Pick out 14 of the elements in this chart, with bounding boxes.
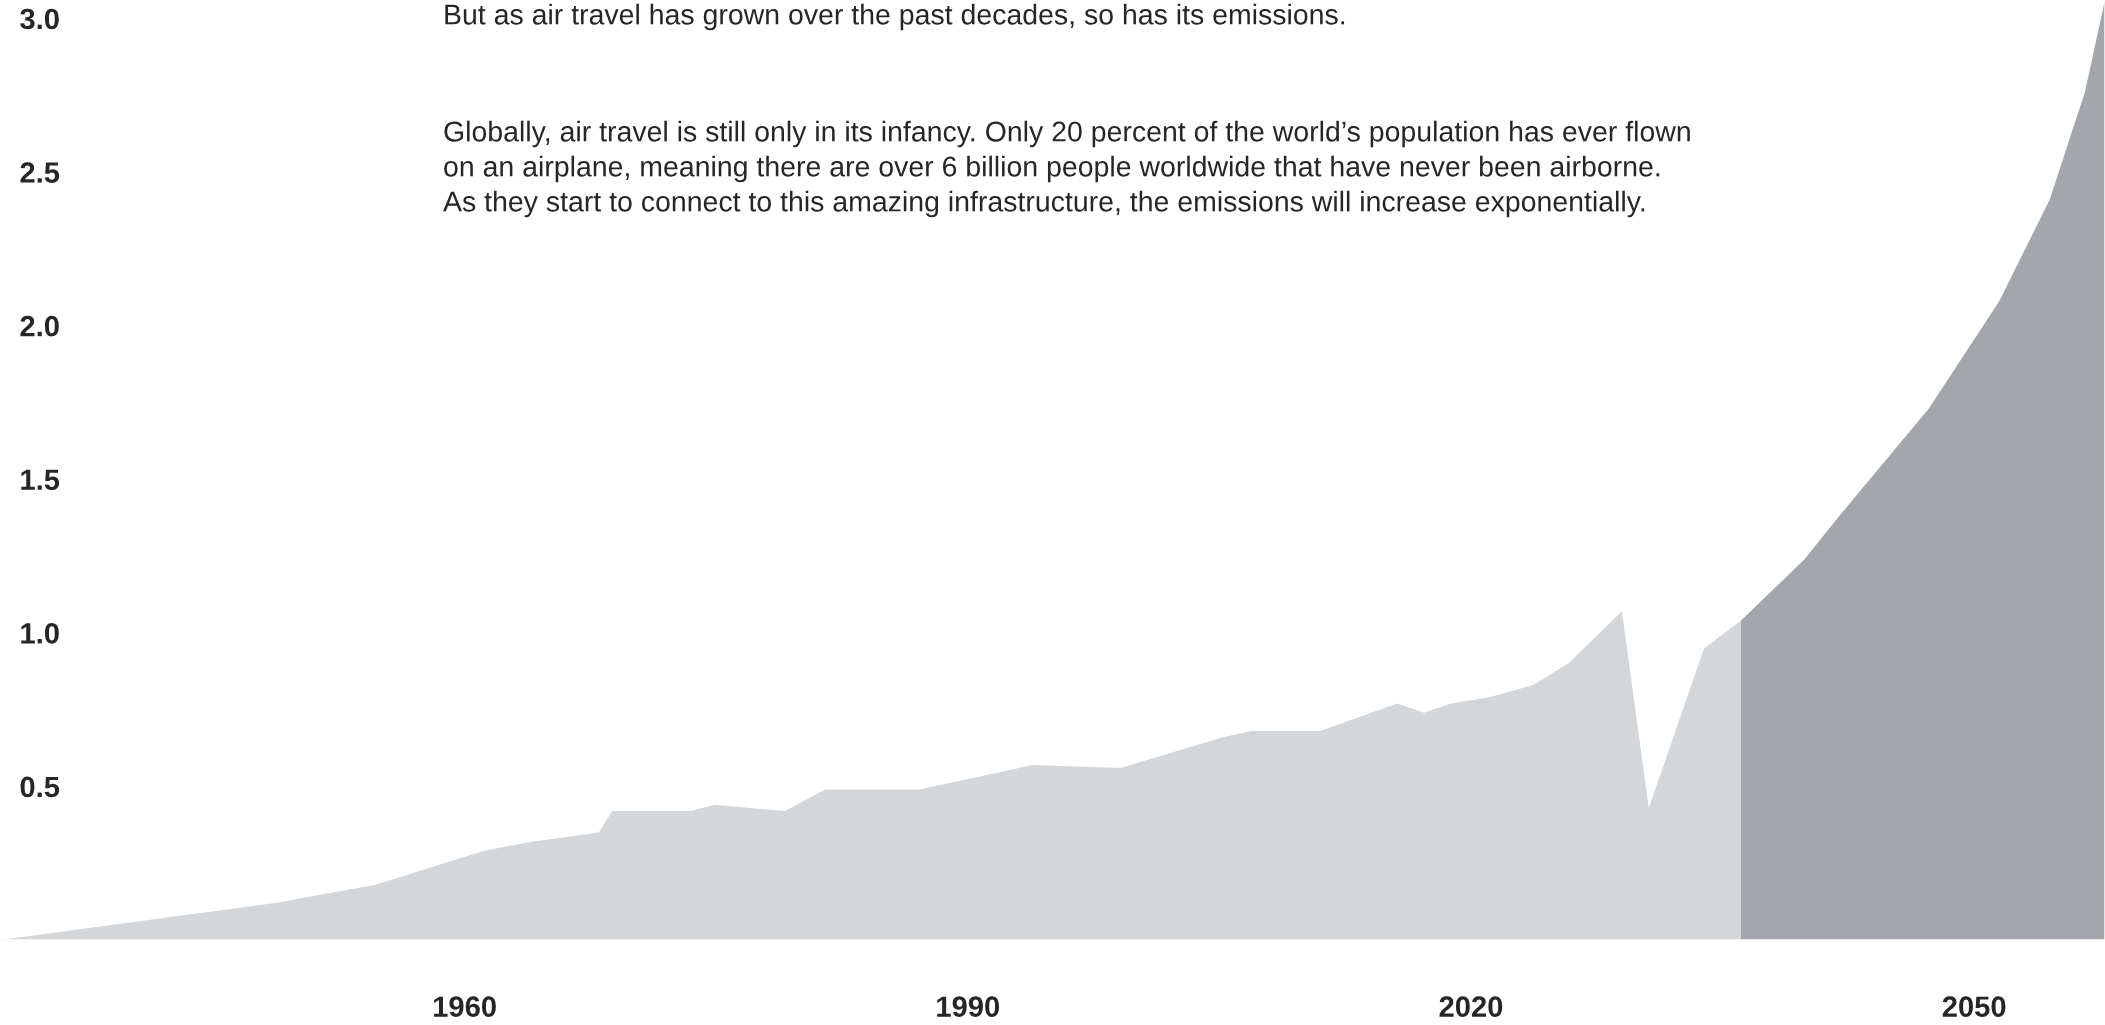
y-tick-label: 1.5 (21, 469, 60, 491)
x-tick-label: 1990 (937, 996, 1000, 1017)
x-tick-label: 1960 (434, 996, 496, 1017)
annotation: But as air travel has grown over the past decades, so has its emissions. (445, 3, 1345, 31)
y-tick-label: 2.5 (20, 162, 60, 183)
x-tick-label: 2050 (1942, 996, 2006, 1017)
y-tick-label: 0.5 (20, 776, 60, 798)
y-tick-label: 2.0 (20, 315, 59, 337)
x-tick-label: 2020 (1439, 996, 1503, 1017)
annotation: on an airplane, meaning there are over 6 billion people worldwide that have never been airborne. (444, 155, 1660, 183)
y-tick-label: 1.0 (21, 623, 59, 644)
y-tick-label: 3.0 (20, 8, 59, 30)
annotation: As they start to connect to this amazing infrastructure, the emissions will increase exponentially. (443, 190, 1645, 218)
annotation: Globally, air travel is still only in its infancy. Only 20 percent of the world’s population has ever flown (444, 120, 1690, 148)
